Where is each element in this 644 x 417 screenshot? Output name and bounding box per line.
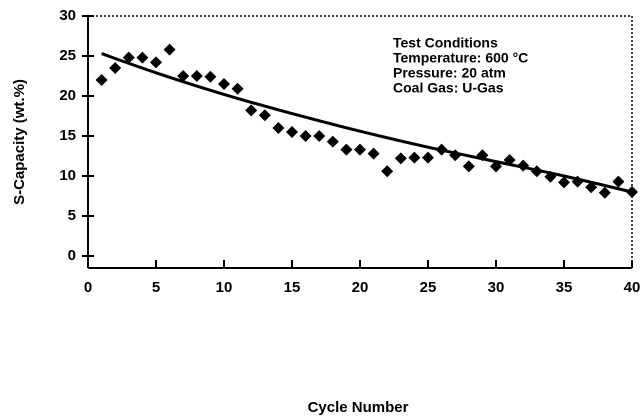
fit-line [101, 52, 633, 194]
x-tick-label: 35 [556, 279, 573, 296]
data-point [109, 62, 122, 74]
data-point [326, 135, 339, 148]
x-tick-label: 25 [420, 279, 437, 296]
data-point [558, 176, 570, 189]
data-point [190, 70, 203, 82]
data-point [381, 165, 394, 178]
y-tick-label: 5 [68, 207, 76, 224]
x-tick-label: 5 [152, 279, 160, 296]
data-point [422, 151, 434, 164]
x-tick-label: 0 [84, 279, 92, 296]
data-point [598, 186, 611, 199]
data-point [299, 130, 312, 142]
y-tick-label: 25 [59, 47, 76, 64]
data-point [136, 51, 149, 64]
data-point [204, 70, 217, 83]
data-point [286, 126, 298, 138]
data-point [231, 82, 244, 95]
y-tick-label: 30 [59, 7, 76, 24]
data-point [408, 151, 421, 164]
data-point [340, 143, 353, 156]
data-point [394, 152, 407, 165]
annotation: Coal Gas: U-Gas [393, 80, 504, 96]
data-point [177, 70, 190, 82]
data-point [272, 122, 285, 134]
x-tick-label: 10 [216, 279, 233, 296]
y-tick-label: 15 [59, 127, 76, 144]
data-point [95, 74, 108, 86]
data-point [245, 104, 258, 117]
x-tick-label: 30 [488, 279, 505, 296]
annotation: Test Conditions [393, 35, 498, 51]
data-point [122, 51, 135, 64]
data-point [258, 109, 271, 122]
data-point [462, 160, 475, 173]
data-point [313, 130, 326, 142]
data-point [612, 175, 625, 188]
x-axis-title: Cycle Number [308, 399, 409, 416]
x-tick-label: 20 [352, 279, 369, 296]
data-point [163, 43, 176, 56]
y-tick-label: 0 [68, 247, 76, 264]
y-tick-label: 10 [59, 167, 76, 184]
data-point [354, 143, 366, 156]
data-point [150, 56, 162, 69]
data-point [218, 78, 230, 90]
x-tick-label: 15 [284, 279, 301, 296]
y-tick-label: 20 [59, 87, 76, 104]
annotation: Temperature: 600 °C [393, 50, 528, 66]
y-axis-title: S-Capacity (wt.%) [11, 79, 28, 205]
annotation: Pressure: 20 atm [393, 65, 506, 81]
data-point [367, 147, 380, 160]
x-tick-label: 40 [624, 279, 641, 296]
